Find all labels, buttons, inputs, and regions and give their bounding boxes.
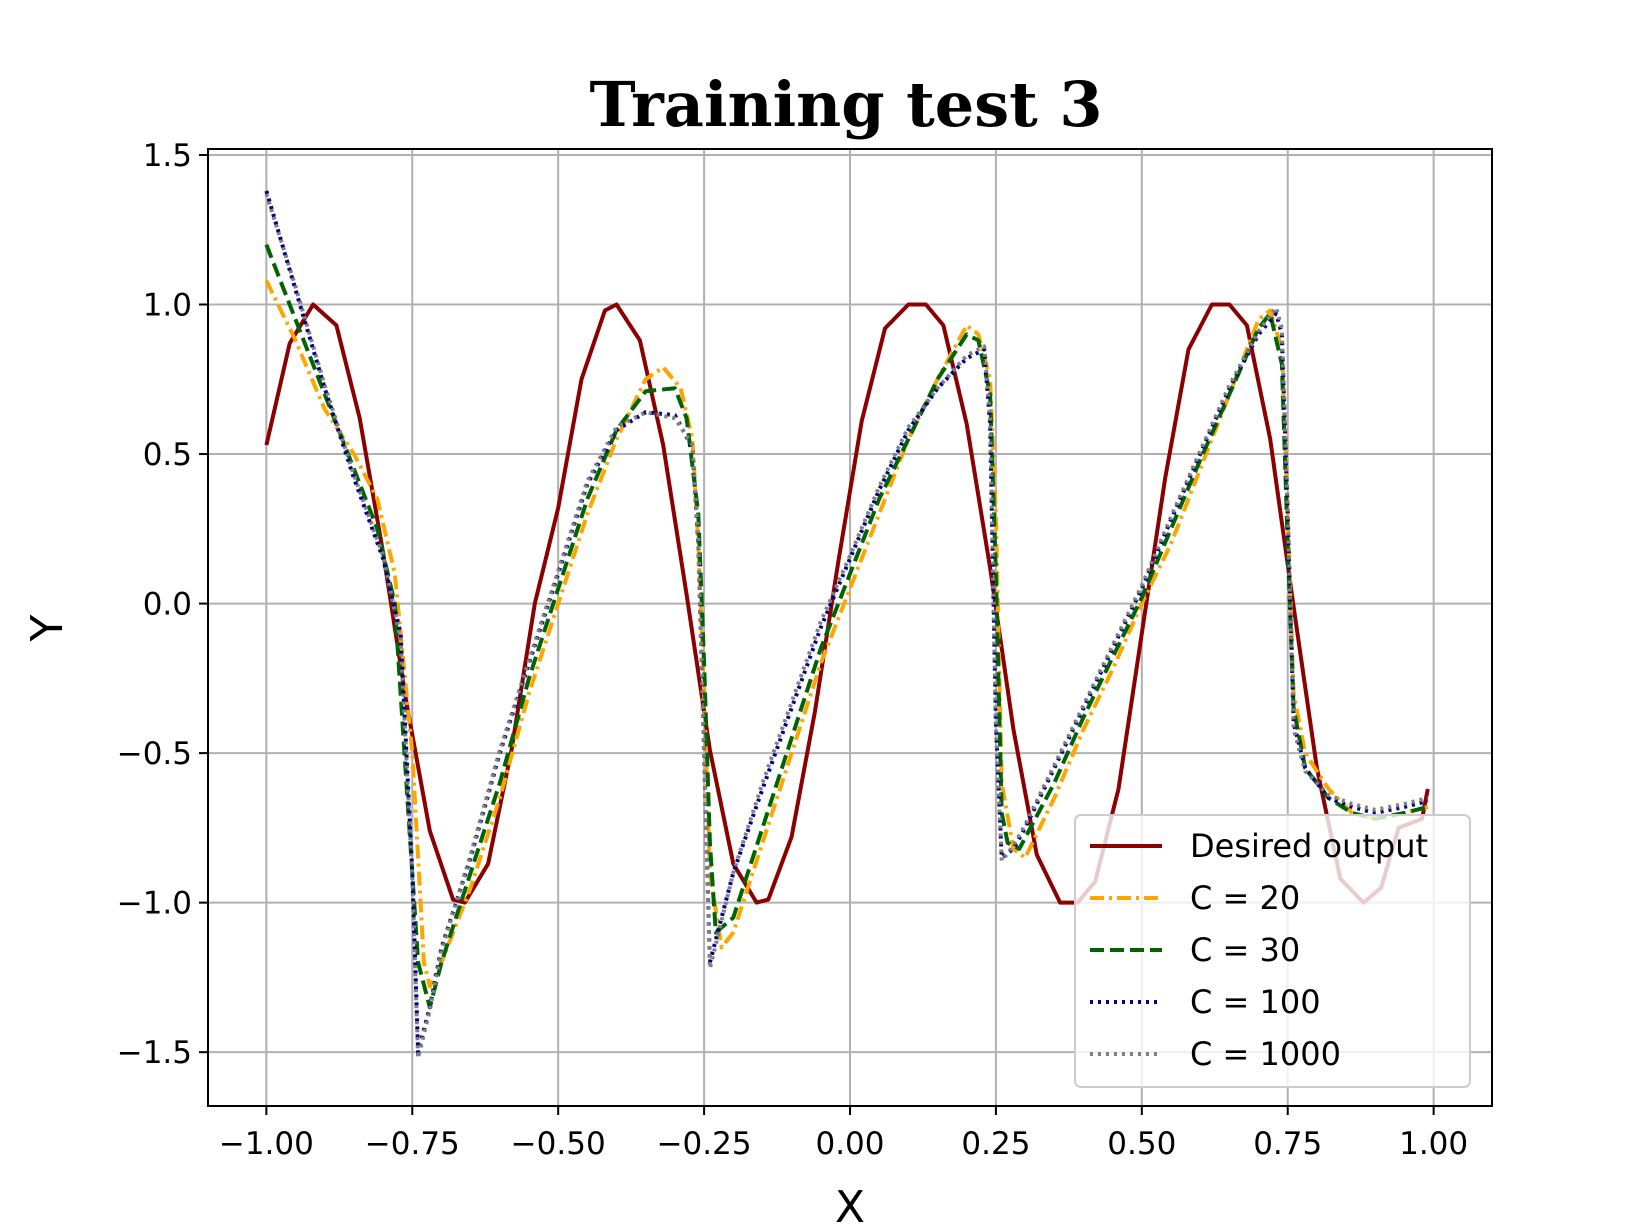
x-tick-label: 0.75 [1253,1126,1322,1162]
legend-box [1074,814,1471,1088]
x-tick-label: −0.25 [657,1126,752,1162]
chart-title: Training test 3 [589,68,1102,141]
legend-label: C = 20 [1190,879,1300,917]
legend-label: Desired output [1190,827,1428,865]
x-axis-title: X [835,1182,865,1228]
y-tick-label: −1.0 [117,886,192,922]
y-tick-label: 0.0 [143,587,192,623]
x-tick-label: 1.00 [1399,1126,1468,1162]
legend-label: C = 1000 [1190,1035,1341,1073]
x-tick-label: −0.75 [365,1126,460,1162]
y-tick-label: 0.5 [143,437,192,473]
y-tick-label: 1.0 [143,288,192,324]
grid [208,149,1492,1106]
legend: Desired output C = 20 C = 30 C = 100 C = 100… [1074,814,1471,1088]
legend-label: C = 30 [1190,931,1300,969]
series-line-c-100 [264,190,1429,1055]
series-lines [264,190,1430,1061]
series-line-desired-output [264,302,1430,905]
axis-ticks: −1.00 −0.75 −0.50 −0.25 0.00 0.25 0.50 0.75 1.00… [117,138,1468,1162]
series-line-c-1000 [264,193,1429,1061]
x-tick-label: 0.50 [1107,1126,1176,1162]
x-tick-label: −0.50 [511,1126,606,1162]
x-tick-label: 0.00 [815,1126,884,1162]
y-axis-title: Y [22,614,73,642]
y-tick-label: 1.5 [143,138,192,174]
y-tick-label: −1.5 [117,1035,192,1071]
x-tick-label: −1.00 [219,1126,314,1162]
y-tick-label: −0.5 [117,736,192,772]
x-tick-label: 0.25 [961,1126,1030,1162]
legend-label: C = 100 [1190,983,1321,1021]
